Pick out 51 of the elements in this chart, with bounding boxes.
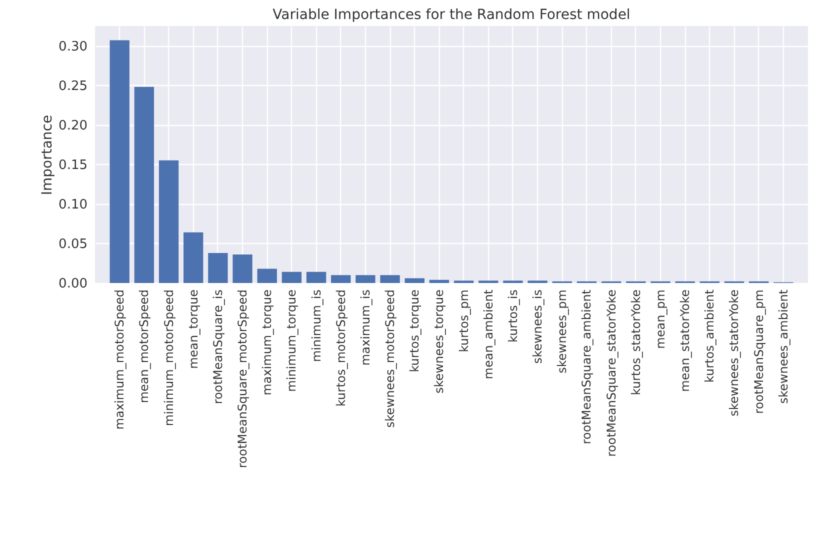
x-tick-label: maximum_torque xyxy=(260,290,274,396)
x-tick-label: skewnees_motorSpeed xyxy=(383,290,398,428)
x-tick-label: mean_statorYoke xyxy=(678,290,692,392)
bar xyxy=(282,272,302,283)
x-tick-label: skewnees_ambient xyxy=(776,289,790,404)
x-tick-label: kurtos_motorSpeed xyxy=(334,290,348,407)
bar xyxy=(404,278,424,283)
x-tick-label: maximum_motorSpeed xyxy=(112,290,127,430)
bar xyxy=(134,86,154,283)
bar xyxy=(257,268,277,283)
x-tick-label: minimum_torque xyxy=(284,290,299,392)
y-axis-title: Importance xyxy=(40,114,56,196)
x-tick-label: kurtos_torque xyxy=(408,290,422,372)
x-tick-label: rootMeanSquare_ambient xyxy=(580,289,594,444)
x-tick-label: kurtos_statorYoke xyxy=(628,290,643,396)
x-tick-label: rootMeanSquare_motorSpeed xyxy=(236,290,250,468)
bar xyxy=(184,232,204,283)
y-tick-label: 0.00 xyxy=(58,276,88,292)
bar xyxy=(380,275,400,283)
chart-title: Variable Importances for the Random Forest model xyxy=(272,7,630,23)
x-tick-label: minimum_is xyxy=(309,290,324,362)
y-tick-label: 0.10 xyxy=(58,197,88,212)
x-tick-label: skewnees_pm xyxy=(555,290,570,374)
bar xyxy=(429,280,450,283)
bar xyxy=(232,254,252,283)
x-tick-label: skewnees_statorYoke xyxy=(727,290,742,416)
bar xyxy=(208,252,228,283)
x-tick-label: kurtos_pm xyxy=(456,290,471,352)
x-tick-label: mean_pm xyxy=(653,290,668,349)
x-tick-label: skewnees_torque xyxy=(432,290,446,394)
bar xyxy=(356,275,376,283)
x-tick-label: skewnees_is xyxy=(530,290,545,364)
x-tick-label: mean_ambient xyxy=(481,289,496,380)
y-tick-label: 0.25 xyxy=(58,78,88,94)
x-tick-label: rootMeanSquare_is xyxy=(210,290,225,404)
x-tick-label: kurtos_is xyxy=(506,290,520,343)
bar xyxy=(110,40,130,283)
x-tick-label: mean_motorSpeed xyxy=(137,290,152,404)
y-tick-label: 0.05 xyxy=(58,236,88,252)
y-tick-label: 0.15 xyxy=(58,158,88,173)
x-tick-label: rootMeanSquare_pm xyxy=(752,290,766,414)
bar xyxy=(331,275,351,283)
y-tick-label: 0.20 xyxy=(58,118,88,134)
x-tick-label: minimum_motorSpeed xyxy=(162,290,176,426)
x-tick-label: mean_torque xyxy=(186,290,200,369)
x-tick-label: maximum_is xyxy=(358,290,372,366)
x-tick-label: rootMeanSquare_statorYoke xyxy=(604,290,618,457)
x-tick-label: kurtos_ambient xyxy=(702,289,717,383)
bar xyxy=(306,272,326,283)
y-tick-label: 0.30 xyxy=(58,39,88,54)
bar xyxy=(158,160,179,283)
